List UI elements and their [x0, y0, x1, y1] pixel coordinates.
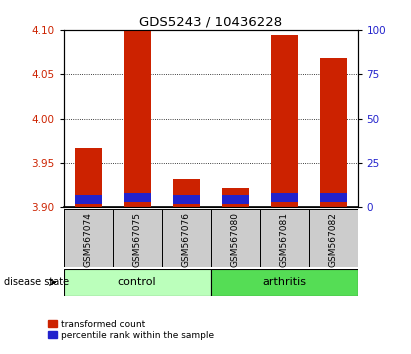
Text: GSM567082: GSM567082 [328, 212, 337, 267]
Bar [64, 269, 210, 296]
Text: GSM567081: GSM567081 [279, 212, 289, 267]
Bar [124, 30, 151, 207]
Bar [75, 195, 102, 204]
Bar [222, 188, 249, 207]
Text: arthritis: arthritis [262, 277, 306, 287]
Bar [211, 209, 260, 267]
Bar [64, 209, 113, 267]
Bar [211, 269, 358, 296]
Text: GSM567080: GSM567080 [231, 212, 240, 267]
Bar [113, 209, 162, 267]
Text: GSM567074: GSM567074 [84, 212, 93, 267]
Bar [320, 58, 346, 207]
Legend: transformed count, percentile rank within the sample: transformed count, percentile rank withi… [48, 320, 214, 340]
Text: disease state: disease state [4, 277, 69, 287]
Bar [222, 195, 249, 204]
Bar [309, 209, 358, 267]
Bar [260, 209, 309, 267]
Title: GDS5243 / 10436228: GDS5243 / 10436228 [139, 16, 282, 29]
Text: GSM567075: GSM567075 [133, 212, 142, 267]
Bar [270, 34, 298, 207]
Bar [173, 195, 200, 204]
Bar [173, 179, 200, 207]
Bar [320, 193, 346, 202]
Text: control: control [118, 277, 157, 287]
Bar [124, 193, 151, 202]
Text: GSM567076: GSM567076 [182, 212, 191, 267]
Bar [75, 148, 102, 207]
Bar [270, 193, 298, 202]
Bar [162, 209, 211, 267]
